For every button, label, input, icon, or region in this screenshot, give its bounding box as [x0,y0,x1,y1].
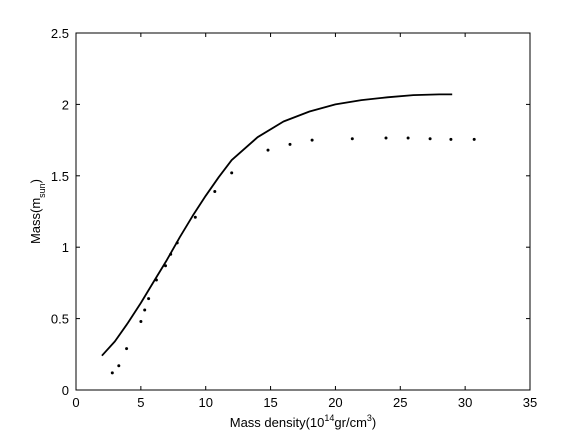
data-point [143,308,147,312]
x-tick-label: 25 [393,395,407,410]
data-point [472,137,476,141]
y-tick-label: 2.5 [51,26,69,41]
x-tick-label: 10 [198,395,212,410]
data-point [406,136,410,140]
x-tick-label: 30 [458,395,472,410]
axis-tick-labels: 0 5 10 15 20 25 30 35 0 0.5 1 1.5 2 2.5 [51,26,537,410]
data-point [169,252,173,256]
x-tick-label: 15 [263,395,277,410]
x-tick-label: 0 [72,395,79,410]
data-point [384,136,388,140]
data-point [139,320,143,323]
plot-frame [75,32,531,391]
y-tick-label: 2 [62,97,69,112]
data-point [288,142,292,146]
y-tick-label: 0.5 [51,312,69,327]
data-point [428,137,432,141]
data-point [117,364,121,368]
series-layer [101,93,476,375]
y-axis-label: Mass(msun) [28,179,47,244]
x-tick-label: 20 [328,395,342,410]
data-point [213,190,217,193]
x-tick-label: 5 [137,395,144,410]
data-point [175,241,179,245]
y-tick-label: 1.5 [51,169,69,184]
data-point [266,148,270,152]
data-point [350,137,354,141]
data-point [110,371,114,375]
data-point [230,171,234,175]
data-point [310,138,314,142]
axis-ticks [75,32,531,391]
data-point [147,297,151,301]
y-tick-label: 1 [62,240,69,255]
data-point [193,215,197,219]
x-axis-label: Mass density(1014gr/cm3) [230,413,377,430]
series-line [101,93,453,357]
data-point [154,278,158,282]
x-tick-label: 35 [523,395,537,410]
y-tick-label: 0 [62,383,69,398]
data-point [125,347,129,351]
data-point [449,137,453,141]
data-point [164,264,167,268]
